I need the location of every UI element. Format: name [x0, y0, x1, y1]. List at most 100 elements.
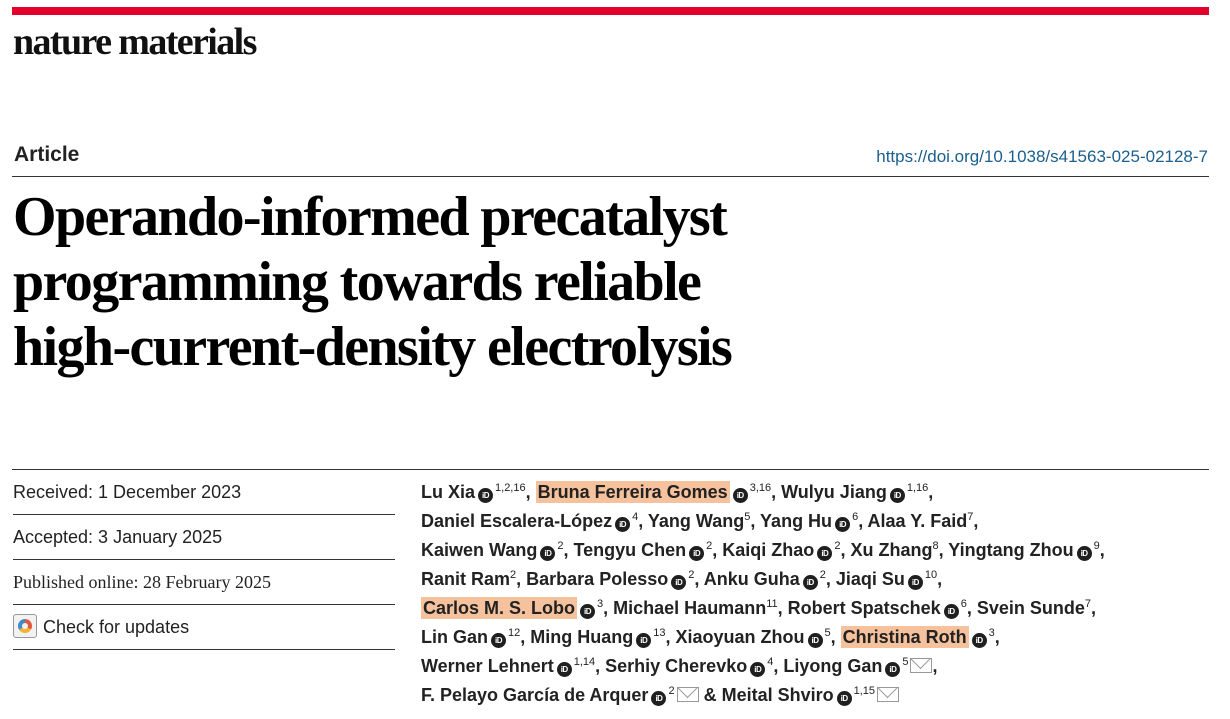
author-name[interactable]: Wulyu Jiang: [781, 482, 887, 502]
author-name-highlighted[interactable]: Carlos M. S. Lobo: [421, 597, 578, 619]
check-for-updates-label[interactable]: Check for updates: [43, 617, 190, 637]
orcid-icon[interactable]: iD: [750, 662, 766, 677]
orcid-icon[interactable]: iD: [478, 488, 494, 503]
affiliation-number: 5: [744, 511, 751, 523]
orcid-icon[interactable]: iD: [636, 633, 652, 648]
orcid-icon[interactable]: iD: [732, 488, 748, 503]
title-line: programming towards reliable: [13, 251, 702, 313]
author-name-highlighted[interactable]: Bruna Ferreira Gomes: [535, 481, 730, 503]
affiliation-number: 1,14: [573, 656, 596, 668]
author-name[interactable]: Lin Gan: [421, 627, 488, 647]
orcid-icon[interactable]: iD: [836, 691, 852, 706]
email-icon[interactable]: [676, 687, 699, 702]
orcid-icon[interactable]: iD: [615, 517, 631, 532]
author: Wulyu Jiang iD1,16,: [781, 482, 934, 503]
author: Robert Spatschek iD6,: [787, 598, 977, 619]
author-name[interactable]: Xiaoyuan Zhou: [675, 627, 805, 647]
author: Yang Wang5,: [647, 511, 761, 531]
author-name-highlighted[interactable]: Christina Roth: [840, 626, 969, 648]
email-icon[interactable]: [877, 687, 900, 702]
author-name[interactable]: Lu Xia: [421, 482, 476, 502]
affiliation-number: 5: [902, 656, 909, 668]
author-name[interactable]: Xu Zhang: [850, 540, 933, 560]
author: & Meital Shviro iD1,15: [704, 685, 900, 706]
author-name[interactable]: Yingtang Zhou: [948, 540, 1074, 560]
affiliation-number: 2: [668, 685, 675, 697]
author: Ming Huang iD13,: [530, 627, 676, 648]
author: Xiaoyuan Zhou iD5,: [675, 627, 841, 648]
orcid-icon[interactable]: iD: [671, 575, 687, 590]
affiliation-number: 2: [819, 569, 826, 581]
orcid-icon[interactable]: iD: [885, 662, 901, 677]
published-date: Published online: 28 February 2025: [13, 560, 395, 605]
received-date: Received: 1 December 2023: [13, 470, 395, 515]
author-name[interactable]: Serhiy Cherevko: [605, 656, 748, 676]
orcid-icon[interactable]: iD: [540, 546, 556, 561]
orcid-icon[interactable]: iD: [943, 604, 959, 619]
author-name[interactable]: Werner Lehnert: [421, 656, 554, 676]
author-name[interactable]: Meital Shviro: [721, 685, 834, 705]
author-name[interactable]: Liyong Gan: [783, 656, 883, 676]
orcid-icon[interactable]: iD: [651, 691, 667, 706]
article-title: Operando-informed precatalyst programmin…: [13, 185, 1163, 380]
accepted-date: Accepted: 3 January 2025: [13, 515, 395, 560]
author-name[interactable]: Ming Huang: [530, 627, 634, 647]
author-name[interactable]: Yang Wang: [647, 511, 745, 531]
author-name[interactable]: Yang Hu: [760, 511, 833, 531]
affiliation-number: 3: [597, 598, 604, 610]
author: Alaa Y. Faid7,: [867, 511, 979, 531]
affiliation-number: 11: [766, 598, 778, 610]
affiliation-number: 3,16: [749, 482, 772, 494]
author-name[interactable]: Michael Haumann: [613, 598, 767, 618]
author-name[interactable]: Kaiwen Wang: [421, 540, 538, 560]
author-name[interactable]: F. Pelayo García de Arquer: [421, 685, 649, 705]
affiliation-number: 2: [834, 540, 841, 552]
orcid-icon[interactable]: iD: [889, 488, 905, 503]
author-name[interactable]: Anku Guha: [703, 569, 800, 589]
orcid-icon[interactable]: iD: [907, 575, 923, 590]
affiliation-number: 1,15: [853, 685, 876, 697]
email-icon[interactable]: [910, 658, 933, 673]
header-divider: [12, 176, 1209, 177]
affiliation-number: 12: [508, 627, 521, 639]
author-name[interactable]: Ranit Ram: [421, 569, 511, 589]
check-for-updates[interactable]: Check for updates: [13, 605, 395, 650]
orcid-icon[interactable]: iD: [835, 517, 851, 532]
affiliation-number: 1,16: [906, 482, 929, 494]
author-name[interactable]: Daniel Escalera-López: [421, 511, 613, 531]
author-list: Lu Xia iD1,2,16, Bruna Ferreira Gomes iD3,…: [421, 478, 1221, 710]
author: Jiaqi Su iD10,: [835, 569, 943, 590]
author-name[interactable]: Jiaqi Su: [835, 569, 905, 589]
affiliation-number: 2: [706, 540, 713, 552]
affiliation-number: 7: [1084, 598, 1091, 610]
author-name[interactable]: Tengyu Chen: [573, 540, 687, 560]
author-name[interactable]: Robert Spatschek: [787, 598, 941, 618]
doi-link[interactable]: https://doi.org/10.1038/s41563-025-02128…: [876, 147, 1208, 166]
orcid-icon[interactable]: iD: [1076, 546, 1092, 561]
author: Yingtang Zhou iD9,: [948, 540, 1105, 561]
orcid-icon[interactable]: iD: [491, 633, 506, 648]
affiliation-number: 2: [510, 569, 517, 581]
affiliation-number: 2: [557, 540, 564, 552]
orcid-icon[interactable]: iD: [817, 546, 833, 561]
author-name[interactable]: Svein Sunde: [976, 598, 1085, 618]
author: Bruna Ferreira Gomes iD3,16,: [535, 481, 782, 503]
affiliation-number: 7: [967, 511, 974, 523]
orcid-icon[interactable]: iD: [807, 633, 823, 648]
affiliation-number: 4: [767, 656, 774, 668]
orcid-icon[interactable]: iD: [689, 546, 705, 561]
author: Christina Roth iD3,: [840, 626, 1000, 648]
orcid-icon[interactable]: iD: [802, 575, 818, 590]
author-name[interactable]: Barbara Polesso: [526, 569, 669, 589]
affiliation-number: 4: [632, 511, 639, 523]
orcid-icon[interactable]: iD: [580, 604, 596, 619]
author-name[interactable]: Alaa Y. Faid: [867, 511, 968, 531]
author-name[interactable]: Kaiqi Zhao: [722, 540, 815, 560]
orcid-icon[interactable]: iD: [971, 633, 987, 648]
crossmark-icon[interactable]: [13, 614, 37, 638]
affiliation-number: 3: [988, 627, 995, 639]
author: Carlos M. S. Lobo iD3,: [421, 597, 614, 619]
orcid-icon[interactable]: iD: [556, 662, 572, 677]
author: Daniel Escalera-López iD4,: [421, 511, 648, 532]
journal-logo[interactable]: nature materials: [13, 21, 257, 63]
